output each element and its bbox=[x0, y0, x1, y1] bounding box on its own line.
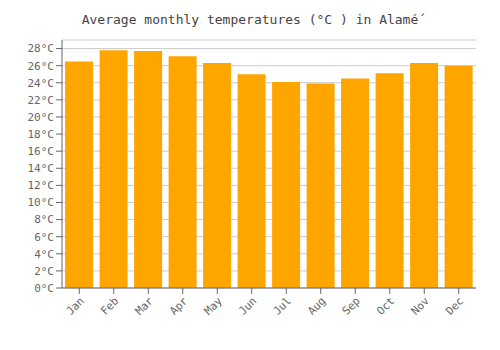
html-text:Average monthly temperatures (: Average monthly temperatures (°C ) in Al… bbox=[81, 12, 419, 27]
svg-text:Jul: Jul bbox=[271, 294, 294, 317]
svg-text:0°C: 0°C bbox=[34, 282, 54, 295]
svg-text:4°C: 4°C bbox=[34, 248, 54, 261]
svg-text:6°C: 6°C bbox=[34, 231, 54, 244]
svg-text:22°C: 22°C bbox=[28, 94, 55, 107]
svg-text:24°C: 24°C bbox=[28, 77, 55, 90]
svg-text:Aug: Aug bbox=[305, 294, 328, 317]
svg-text:Apr: Apr bbox=[167, 294, 191, 318]
svg-text:12°C: 12°C bbox=[28, 179, 55, 192]
svg-text:10°C: 10°C bbox=[28, 196, 55, 209]
svg-text:Oct: Oct bbox=[374, 294, 397, 317]
svg-text:Nov: Nov bbox=[409, 294, 433, 318]
svg-text:18°C: 18°C bbox=[28, 128, 55, 141]
svg-text:Dec: Dec bbox=[443, 294, 466, 317]
svg-text:2°C: 2°C bbox=[34, 265, 54, 278]
svg-text:16°C: 16°C bbox=[28, 145, 55, 158]
svg-text:26°C: 26°C bbox=[28, 60, 55, 73]
svg-text:14°C: 14°C bbox=[28, 162, 55, 175]
svg-text:Feb: Feb bbox=[98, 294, 121, 317]
svg-text:20°C: 20°C bbox=[28, 111, 55, 124]
svg-text:28°C: 28°C bbox=[28, 42, 55, 55]
svg-text:May: May bbox=[202, 294, 226, 318]
svg-text:8°C: 8°C bbox=[34, 213, 54, 226]
svg-text:Jan: Jan bbox=[64, 294, 87, 317]
svg-text:Jun: Jun bbox=[236, 294, 259, 317]
svg-text:Sep: Sep bbox=[340, 294, 363, 317]
svg-text:Mar: Mar bbox=[133, 294, 157, 318]
